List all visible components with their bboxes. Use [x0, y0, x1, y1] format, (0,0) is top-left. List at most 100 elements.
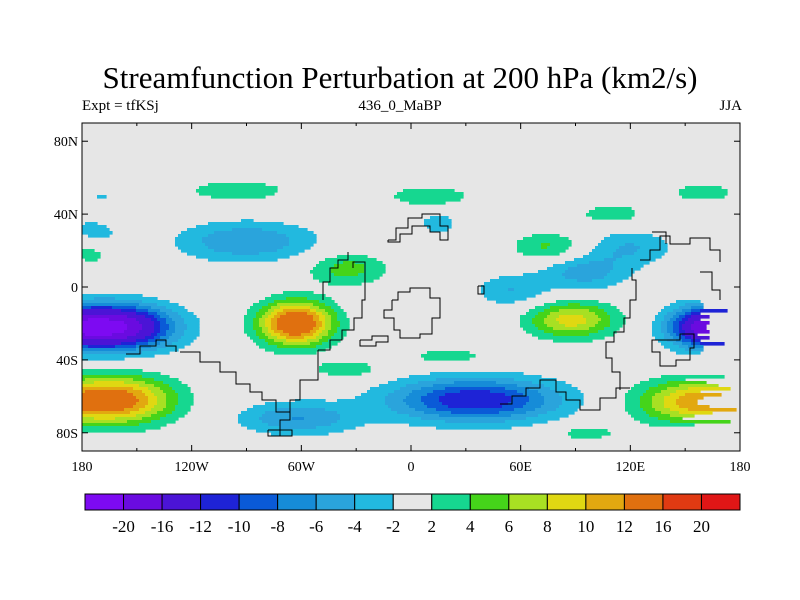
field-cell [253, 339, 266, 343]
colorbar-swatch [508, 493, 548, 511]
field-cell [94, 297, 116, 301]
field-cell [307, 297, 332, 301]
field-cell [673, 309, 683, 313]
field-cell [151, 408, 164, 412]
colorbar-swatch [623, 493, 664, 511]
field-cell [142, 390, 152, 394]
field-cell [364, 270, 386, 274]
field-cell [682, 309, 692, 313]
field-cell [409, 405, 428, 409]
field-cell [142, 351, 170, 355]
field-cell [544, 396, 563, 400]
field-cell [172, 411, 188, 415]
field-cell [598, 330, 617, 334]
field-cell [130, 411, 146, 415]
field-cell [676, 402, 698, 406]
field-cell [379, 384, 407, 388]
field-cell [529, 309, 545, 313]
colorbar-swatch [277, 493, 317, 511]
field-cell [454, 381, 497, 385]
field-cell [82, 228, 110, 232]
field-cell [544, 330, 599, 334]
field-cell [211, 195, 266, 199]
field-cell [595, 207, 632, 211]
field-cell [277, 321, 317, 325]
field-cell [397, 192, 464, 196]
colorbar-swatch [700, 493, 741, 511]
field-cell [340, 414, 410, 418]
field-cell [679, 345, 689, 349]
field-cell [568, 267, 614, 271]
field-cell [517, 390, 539, 394]
field-cell [652, 321, 662, 325]
field-cell [580, 303, 611, 307]
field-cell [319, 318, 326, 322]
field-cell [82, 408, 125, 412]
field-cell [160, 387, 173, 391]
field-cell [82, 351, 143, 355]
field-cell [610, 318, 626, 322]
field-cell [526, 417, 560, 421]
field-cell [169, 324, 176, 328]
field-cell [82, 390, 86, 394]
field-cell [157, 348, 179, 352]
field-cell [325, 321, 332, 325]
field-cell [175, 408, 191, 412]
field-cell [97, 195, 107, 199]
field-cell [232, 228, 263, 232]
field-cell [145, 411, 158, 415]
field-cell [319, 306, 332, 310]
field-cell [448, 405, 503, 409]
field-cell [685, 303, 704, 307]
field-cell [505, 387, 530, 391]
field-cell [640, 402, 653, 406]
field-cell [313, 315, 320, 319]
field-cell [82, 333, 86, 337]
field-cell [673, 336, 680, 340]
field-cell [385, 402, 407, 406]
field-cell [178, 234, 209, 238]
field-cell [283, 246, 311, 250]
field-cell [127, 324, 143, 328]
field-cell [142, 324, 155, 328]
field-cell [694, 321, 710, 325]
field-cell [244, 330, 257, 334]
field-cell [529, 387, 551, 391]
field-cell [286, 339, 308, 343]
field-cell [133, 378, 155, 382]
field-cell [331, 267, 365, 271]
field-cell [664, 399, 677, 403]
field-cell [172, 342, 191, 346]
colorbar-labels: -20 -16 -12 -10 -8 -6 -4 -2 2 4 6 8 10 12 16 20 [112, 517, 710, 536]
field-cell [82, 252, 101, 256]
field-cell [268, 342, 284, 346]
field-cell [553, 333, 590, 337]
field-cell [337, 318, 350, 322]
field-cell [166, 312, 179, 316]
field-cell [622, 255, 662, 259]
field-cell [682, 327, 692, 331]
latitude-labels: 80N 40N 0 40S 80S [54, 135, 78, 442]
field-cell [598, 321, 611, 325]
field-cell [133, 405, 146, 409]
field-cell [361, 393, 389, 397]
field-cell [115, 417, 143, 421]
field-cell [685, 312, 692, 316]
field-cell [277, 303, 314, 307]
field-cell [274, 351, 317, 355]
field-cell [691, 327, 707, 331]
field-cell [277, 408, 326, 412]
field-cell [151, 318, 158, 322]
field-cell [391, 408, 416, 412]
field-cell [283, 330, 311, 334]
field-cell [160, 330, 167, 334]
field-cell [178, 399, 194, 403]
field-cell [268, 423, 332, 427]
field-cell [319, 333, 329, 337]
field-cell [388, 405, 410, 409]
field-cell [289, 243, 314, 247]
colorbar-label: 4 [466, 517, 475, 536]
field-cell [664, 396, 680, 400]
field-cell [139, 408, 152, 412]
